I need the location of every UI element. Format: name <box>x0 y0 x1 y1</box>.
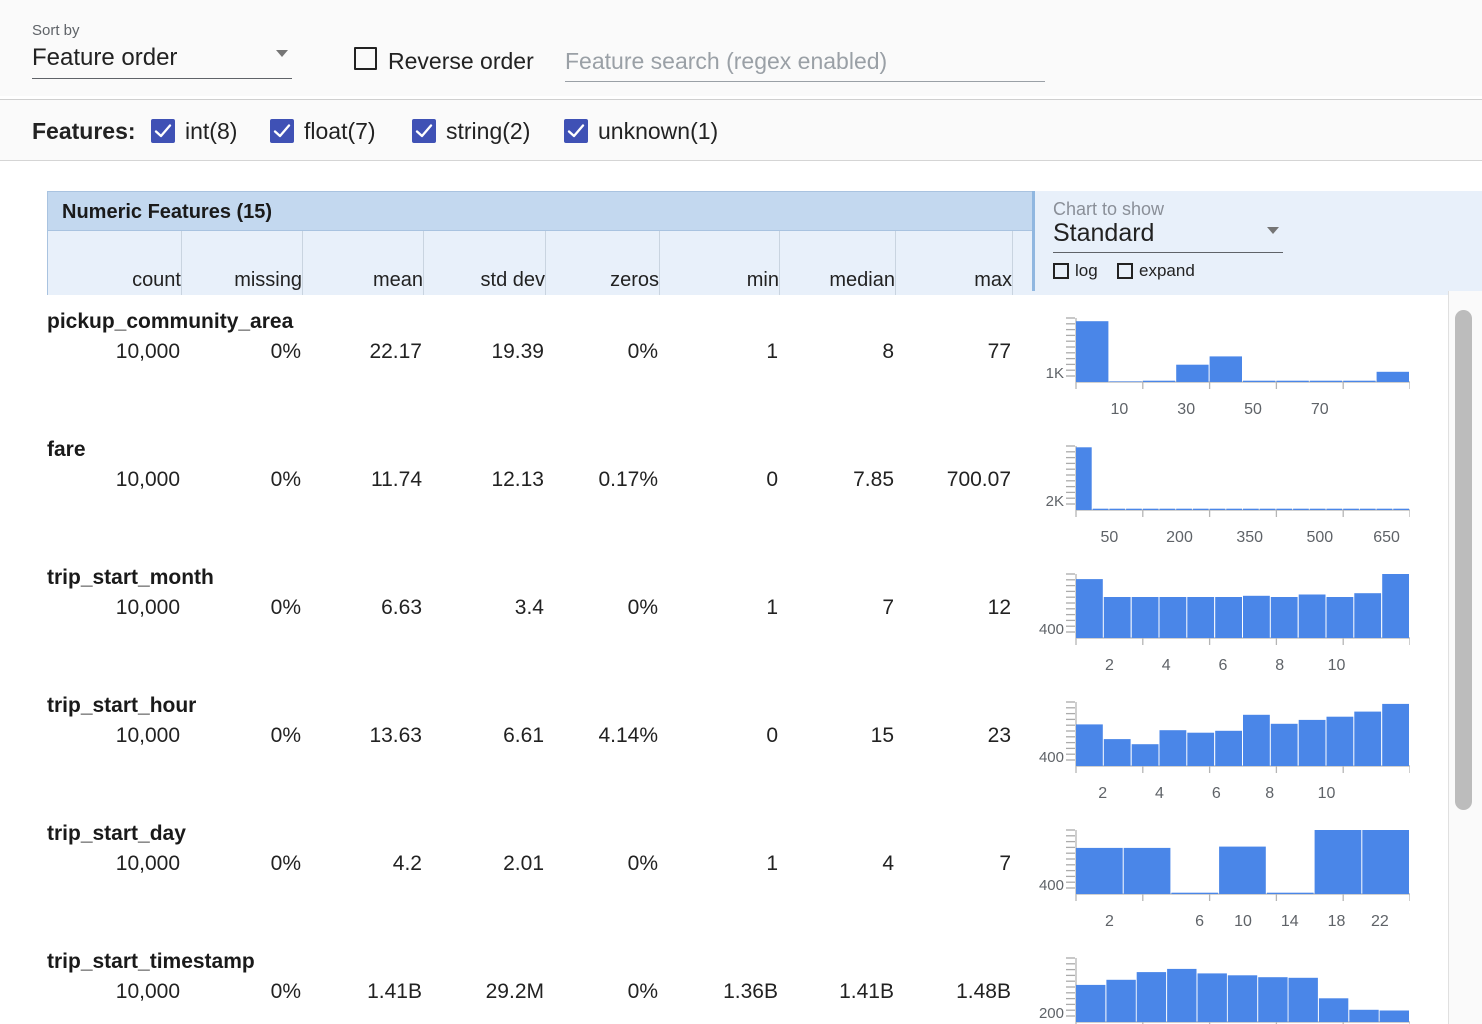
svg-text:6: 6 <box>1212 785 1221 802</box>
svg-text:10: 10 <box>1318 785 1336 802</box>
svg-text:200: 200 <box>1166 529 1193 546</box>
svg-text:14: 14 <box>1281 913 1299 930</box>
svg-text:1K: 1K <box>1046 365 1064 382</box>
svg-text:2K: 2K <box>1046 493 1064 510</box>
svg-text:10: 10 <box>1111 401 1129 418</box>
svg-text:6: 6 <box>1219 657 1228 674</box>
svg-text:8: 8 <box>1275 657 1284 674</box>
svg-text:4: 4 <box>1162 657 1171 674</box>
svg-text:2: 2 <box>1105 657 1114 674</box>
svg-text:18: 18 <box>1328 913 1346 930</box>
svg-text:50: 50 <box>1101 529 1119 546</box>
svg-text:22: 22 <box>1371 913 1389 930</box>
svg-text:70: 70 <box>1311 401 1329 418</box>
svg-text:2: 2 <box>1098 785 1107 802</box>
svg-text:200: 200 <box>1039 1005 1064 1022</box>
svg-text:500: 500 <box>1306 529 1333 546</box>
svg-text:650: 650 <box>1373 529 1400 546</box>
svg-text:400: 400 <box>1039 749 1064 766</box>
svg-text:8: 8 <box>1265 785 1274 802</box>
svg-text:6: 6 <box>1195 913 1204 930</box>
svg-text:2: 2 <box>1105 913 1114 930</box>
svg-text:350: 350 <box>1236 529 1263 546</box>
svg-text:10: 10 <box>1234 913 1252 930</box>
svg-text:50: 50 <box>1244 401 1262 418</box>
svg-text:400: 400 <box>1039 621 1064 638</box>
svg-text:10: 10 <box>1328 657 1346 674</box>
svg-text:30: 30 <box>1177 401 1195 418</box>
svg-text:400: 400 <box>1039 877 1064 894</box>
svg-text:4: 4 <box>1155 785 1164 802</box>
